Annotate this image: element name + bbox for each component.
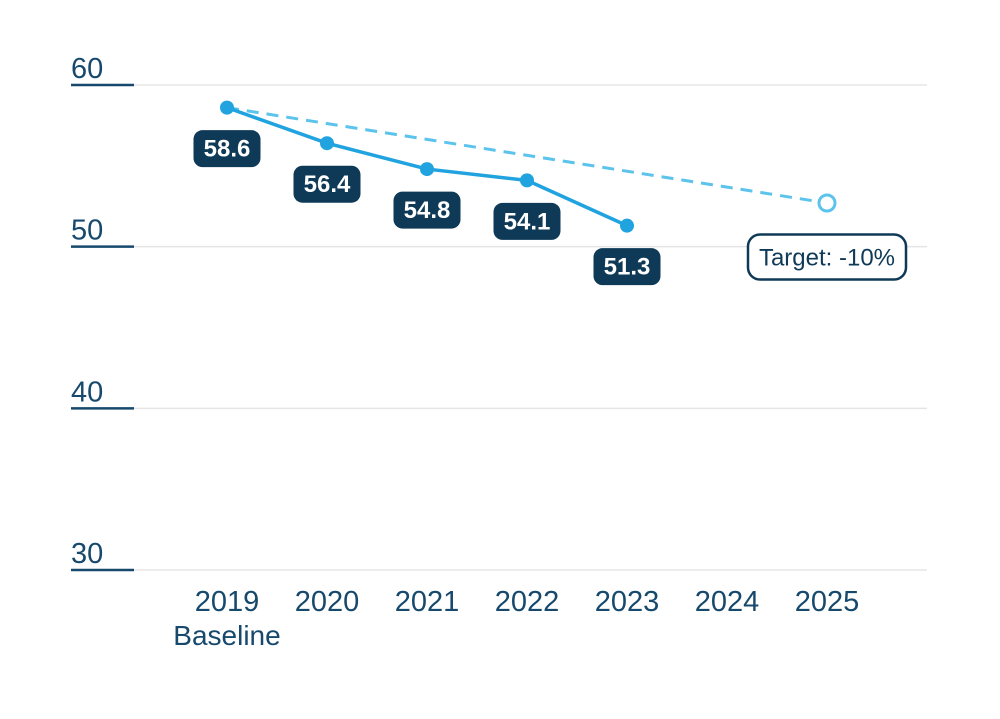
target-annotation-label: Target: -10% [759,245,895,272]
data-point-label-box [493,202,561,240]
data-point-label: 56.4 [304,171,351,198]
x-axis-label: 2023 [595,586,660,618]
target-point-marker [817,193,837,213]
data-point-label-box [293,165,361,203]
data-point-label-box [393,191,461,229]
x-axis-label: 2022 [495,586,560,618]
x-axis-label: 2019 [195,586,260,618]
data-point-label-box [193,130,261,168]
y-axis-label: 50 [71,215,103,247]
data-point-label: 54.8 [404,197,451,224]
y-axis-label: 30 [71,538,103,570]
x-axis-label: 2021 [395,586,460,618]
data-point-marker [320,136,334,151]
x-axis-sublabel: Baseline [173,620,280,651]
data-point-marker [220,100,234,115]
data-point-marker [420,162,434,177]
y-axis-label: 40 [71,376,103,408]
data-point-label: 54.1 [504,208,551,235]
y-axis-label: 60 [71,53,103,85]
data-point-label: 51.3 [604,254,651,281]
data-point-marker [620,218,634,233]
data-point-marker [520,173,534,188]
data-point-label: 58.6 [204,136,251,163]
x-axis-label: 2020 [295,586,360,618]
x-axis-label: 2025 [795,586,860,618]
data-point-label-box [593,248,661,286]
target-annotation-box [746,233,908,281]
x-axis-label: 2024 [695,586,760,618]
target-path-line [226,106,828,205]
